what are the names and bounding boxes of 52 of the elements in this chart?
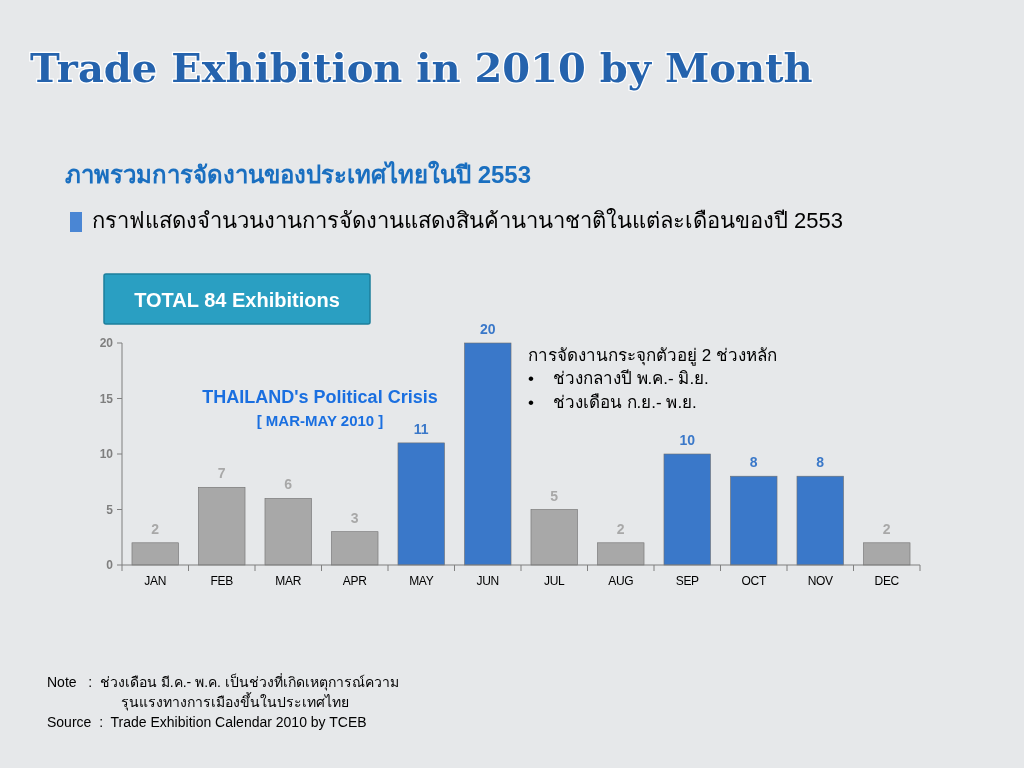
data-label: 7: [217, 465, 226, 482]
y-tick-label: 15: [99, 391, 114, 406]
text: กราฟแสดงจำนวนงานการจัดงานแสดงสินค้านานาชาติในแต่ละเดือนของปี 2553: [92, 208, 844, 233]
bar: [131, 542, 179, 566]
y-tick-label: 10: [99, 447, 114, 461]
x-tick-label: JUL: [544, 574, 566, 588]
data-label: 11: [413, 420, 429, 437]
bar: [730, 475, 778, 566]
annotation: • ช่วงกลางปี พ.ค.- มิ.ย.: [528, 369, 709, 388]
x-tick-label: APR: [342, 574, 368, 588]
y-tick-label: 5: [106, 502, 114, 517]
y-tick-label: 20: [99, 336, 114, 350]
y-tick-label: 0: [106, 558, 114, 572]
x-tick-label: MAR: [275, 574, 302, 588]
data-label: 2: [151, 520, 160, 537]
bar: [464, 342, 512, 566]
bar: [597, 542, 645, 566]
data-label: 20: [479, 321, 496, 337]
bar: [863, 542, 911, 566]
x-tick-label: OCT: [741, 574, 767, 588]
bar: [397, 442, 445, 566]
bar: [796, 475, 844, 566]
data-label: 2: [882, 520, 891, 537]
bar: [198, 487, 246, 566]
data-label: 8: [749, 454, 758, 471]
text: Note : ช่วงเดือน มี.ค.- พ.ค. เป็นช่วงที่เกิดเหตุการณ์ความรุนแรงทางการเมืองขึ้นในประเทศไทย: [47, 672, 400, 712]
annotation: • ช่วงเดือน ก.ย.- พ.ย.: [528, 393, 697, 412]
annotation: [ MAR-MAY 2010 ]: [256, 412, 384, 429]
x-tick-label: JAN: [144, 574, 167, 588]
bar: [331, 531, 379, 566]
annotation: การจัดงานกระจุกตัวอยู่ 2 ช่วงหลัก: [528, 346, 777, 366]
x-tick-label: AUG: [608, 574, 634, 588]
bar: [530, 509, 578, 566]
x-tick-label: DEC: [874, 574, 900, 588]
text: TOTAL 84 Exhibitions: [134, 289, 340, 311]
data-label: 3: [350, 509, 359, 526]
x-tick-label: SEP: [675, 574, 700, 588]
chart-title: Trade Exhibition in 2010 by Month: [30, 44, 813, 91]
data-label: 2: [616, 520, 625, 537]
x-tick-label: JUN: [476, 574, 499, 588]
bar: [663, 453, 711, 566]
x-tick-label: NOV: [807, 574, 834, 588]
x-tick-label: FEB: [210, 574, 234, 588]
data-label: 10: [679, 432, 696, 448]
annotation: THAILAND's Political Crisis: [202, 387, 438, 407]
data-label: 6: [284, 476, 293, 493]
chart-subtitle: ภาพรวมการจัดงานของประเทศไทยในปี 2553: [65, 160, 532, 188]
data-label: 5: [550, 487, 559, 504]
data-label: 8: [816, 454, 825, 471]
bar: [264, 498, 312, 566]
source-note: Source : Trade Exhibition Calendar 2010 by TCEB: [47, 713, 368, 732]
x-tick-label: MAY: [409, 574, 434, 588]
